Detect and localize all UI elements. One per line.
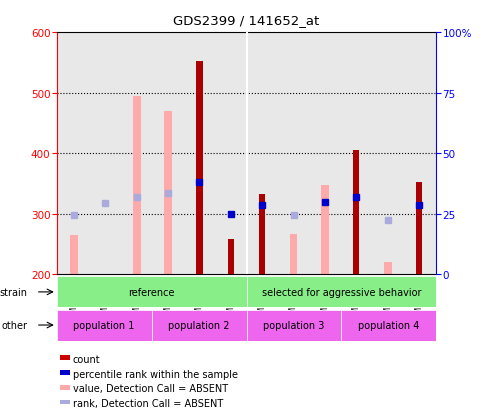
Bar — [164, 112, 172, 275]
Text: selected for aggressive behavior: selected for aggressive behavior — [262, 287, 421, 297]
Text: other: other — [1, 320, 27, 330]
Bar — [70, 235, 78, 275]
Bar — [228, 240, 234, 275]
Bar — [57, 277, 246, 308]
Bar — [246, 277, 436, 308]
Bar — [196, 62, 203, 275]
Bar — [321, 185, 329, 275]
Bar — [353, 150, 359, 275]
Text: population 3: population 3 — [263, 320, 324, 330]
Bar — [133, 97, 141, 275]
Text: population 2: population 2 — [168, 320, 230, 330]
Text: population 4: population 4 — [358, 320, 420, 330]
Bar — [259, 194, 265, 275]
Text: value, Detection Call = ABSENT: value, Detection Call = ABSENT — [72, 383, 228, 393]
Text: GDS2399 / 141652_at: GDS2399 / 141652_at — [174, 14, 319, 27]
Bar — [416, 183, 422, 275]
Text: rank, Detection Call = ABSENT: rank, Detection Call = ABSENT — [72, 398, 223, 408]
Text: reference: reference — [128, 287, 175, 297]
Text: population 1: population 1 — [73, 320, 135, 330]
Text: count: count — [72, 354, 100, 364]
Bar — [290, 234, 297, 275]
Bar — [61, 370, 70, 375]
Bar — [246, 310, 341, 341]
Bar — [341, 310, 436, 341]
Bar — [61, 400, 70, 404]
Text: strain: strain — [0, 287, 27, 297]
Bar — [61, 356, 70, 360]
Bar — [61, 385, 70, 390]
Bar — [384, 263, 391, 275]
Bar — [152, 310, 246, 341]
Bar — [57, 310, 152, 341]
Text: percentile rank within the sample: percentile rank within the sample — [72, 369, 238, 379]
